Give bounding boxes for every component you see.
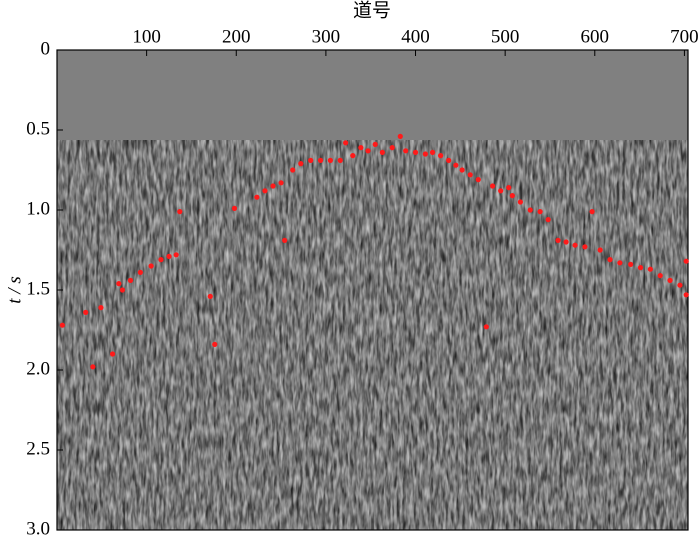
pick-point: [683, 258, 689, 264]
pick-point: [657, 273, 663, 279]
pick-point: [389, 145, 395, 151]
pick-point: [127, 277, 134, 283]
pick-point: [350, 153, 356, 159]
pick-point: [607, 257, 613, 263]
pick-point: [429, 149, 436, 155]
pick-point: [647, 266, 653, 272]
y-axis-label: t / s: [4, 276, 25, 303]
pick-point: [490, 183, 496, 189]
pick-point: [83, 309, 89, 315]
pick-point: [173, 252, 179, 258]
pick-point: [365, 148, 371, 154]
y-tick-label: 2.0: [26, 358, 50, 379]
pick-point: [290, 167, 296, 173]
pick-point: [667, 277, 673, 283]
pick-point: [537, 209, 543, 215]
pick-point: [177, 209, 183, 215]
pick-point: [282, 237, 288, 243]
pick-point: [317, 157, 324, 163]
pick-point: [459, 167, 465, 173]
pick-point: [422, 151, 428, 157]
pick-point: [98, 305, 104, 311]
pick-point: [617, 260, 623, 266]
pick-point: [397, 133, 403, 139]
x-tick-label: 100: [132, 26, 161, 47]
pick-point: [412, 149, 419, 155]
pick-point: [372, 141, 378, 147]
y-tick-label: 3.0: [26, 518, 50, 539]
pick-point: [137, 269, 143, 275]
y-tick-label: 2.5: [26, 438, 50, 459]
pick-point: [298, 161, 304, 167]
pick-point: [545, 217, 551, 223]
pick-point: [637, 265, 644, 271]
pick-point: [212, 341, 218, 347]
pick-point: [438, 153, 444, 159]
pick-point: [475, 177, 481, 183]
pick-point: [337, 157, 343, 163]
pick-point: [555, 237, 561, 243]
x-tick-label: 300: [312, 26, 341, 47]
pick-point: [446, 157, 452, 163]
pick-point: [597, 247, 603, 253]
pick-point: [527, 207, 533, 213]
pick-point: [572, 242, 578, 248]
pick-point: [498, 188, 504, 194]
pick-point: [563, 239, 569, 245]
pick-point: [506, 185, 512, 191]
y-tick-label: 0: [41, 38, 51, 59]
pick-point: [343, 140, 349, 146]
pick-point: [683, 292, 689, 298]
x-tick-label: 400: [401, 26, 430, 47]
pick-point: [148, 263, 154, 269]
pick-point: [379, 149, 385, 155]
pick-point: [628, 261, 634, 267]
x-tick-label: 500: [491, 26, 520, 47]
pick-point: [403, 148, 409, 154]
x-axis-label: 道号: [353, 0, 391, 21]
pick-point: [158, 257, 164, 263]
pick-point: [589, 209, 595, 215]
pick-point: [358, 145, 364, 151]
y-tick-label: 1.0: [26, 198, 50, 219]
pick-point: [116, 281, 122, 287]
pick-point: [483, 324, 489, 330]
pick-point: [327, 157, 333, 163]
pick-point: [308, 157, 314, 163]
x-tick-label: 700: [670, 26, 699, 47]
pick-point: [262, 188, 268, 194]
x-tick-label: 600: [581, 26, 610, 47]
pick-point: [517, 199, 523, 205]
pick-point: [278, 180, 284, 186]
pick-point: [119, 287, 126, 293]
pick-point: [509, 193, 515, 199]
y-tick-label: 0.5: [26, 118, 50, 139]
pick-point: [453, 162, 459, 168]
pick-point: [59, 322, 65, 328]
y-tick-label: 1.5: [26, 278, 50, 299]
pick-point: [677, 282, 683, 288]
seismic-texture: [57, 140, 688, 530]
pick-point: [109, 351, 116, 357]
pick-point: [254, 194, 260, 200]
pick-point: [467, 172, 473, 178]
pick-point: [207, 293, 213, 299]
pick-point: [166, 253, 172, 259]
x-tick-label: 200: [222, 26, 251, 47]
pick-point: [90, 364, 96, 370]
pick-point: [582, 244, 588, 250]
pick-point: [231, 205, 238, 211]
pick-point: [270, 183, 276, 189]
